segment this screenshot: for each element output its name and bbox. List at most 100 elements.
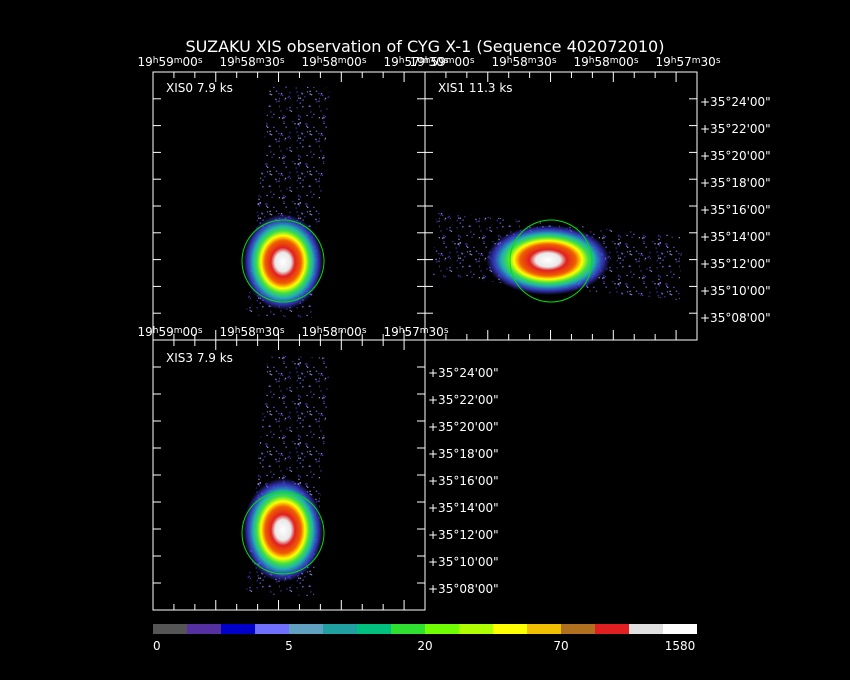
ra-part: h	[153, 326, 159, 336]
ra-part: m	[256, 326, 265, 336]
panel-label: XIS1 11.3 ks	[438, 81, 513, 95]
xis0-source	[243, 214, 323, 310]
ra-label: 19h58m00s	[301, 55, 366, 69]
dec-label: +35°16'00"	[428, 474, 499, 488]
ra-part: 30	[265, 55, 280, 69]
ra-part: s	[362, 326, 367, 336]
ra-label: 19h58m30s	[219, 325, 284, 339]
dec-label: +35°20'00"	[428, 420, 499, 434]
dec-label: +35°22'00"	[428, 393, 499, 407]
images	[241, 85, 682, 596]
dec-label: +35°10'00"	[428, 555, 499, 569]
ra-part: 57	[404, 55, 419, 69]
ra-part: h	[507, 56, 513, 66]
colorbar-step	[357, 624, 391, 634]
xis0-region	[241, 219, 325, 303]
ra-part: m	[174, 56, 183, 66]
ra-part: 30	[701, 55, 716, 69]
ra-part: s	[444, 56, 449, 66]
ra-part: 30	[265, 325, 280, 339]
colorbar-step	[289, 624, 323, 634]
ra-part: s	[444, 326, 449, 336]
ra-part: h	[235, 326, 241, 336]
ra-part: m	[338, 56, 347, 66]
ra-part: h	[399, 56, 405, 66]
dec-label: +35°18'00"	[700, 176, 771, 190]
colorbar-step	[255, 624, 289, 634]
colorbar-label: 5	[285, 639, 293, 653]
ra-part: s	[280, 56, 285, 66]
ra-part: 19	[573, 55, 588, 69]
ra-part: 00	[455, 55, 470, 69]
ra-part: h	[671, 56, 677, 66]
dec-label: +35°24'00"	[700, 95, 771, 109]
colorbar-step	[561, 624, 595, 634]
dec-label: +35°18'00"	[428, 447, 499, 461]
ra-part: 19	[301, 55, 316, 69]
xis3-region	[241, 491, 325, 575]
panel-frame	[424, 71, 698, 341]
dec-label: +35°20'00"	[700, 149, 771, 163]
ra-label: 19h58m00s	[301, 325, 366, 339]
frames	[152, 71, 698, 611]
colorbar-step	[391, 624, 425, 634]
colorbar-step	[595, 624, 629, 634]
ra-part: 59	[430, 55, 445, 69]
ra-part: 19	[219, 55, 234, 69]
ra-part: m	[528, 56, 537, 66]
ra-part: 19	[383, 55, 398, 69]
ra-part: m	[338, 326, 347, 336]
ra-label: 19h58m00s	[573, 55, 638, 69]
ra-part: 00	[619, 55, 634, 69]
dec-label: +35°12'00"	[428, 528, 499, 542]
ra-part: s	[362, 56, 367, 66]
colorbar-step	[663, 624, 697, 634]
ra-part: m	[446, 56, 455, 66]
dec-label: +35°22'00"	[700, 122, 771, 136]
ra-part: 00	[347, 55, 362, 69]
dec-label: +35°24'00"	[428, 366, 499, 380]
dec-label: +35°12'00"	[700, 257, 771, 271]
ra-part: 57	[676, 55, 691, 69]
ra-part: 19	[383, 325, 398, 339]
colorbar-label: 70	[553, 639, 568, 653]
ra-part: s	[634, 56, 639, 66]
ra-part: 00	[183, 55, 198, 69]
ra-label: 19h58m30s	[219, 55, 284, 69]
colorbar-label: 1580	[665, 639, 696, 653]
ra-label: 19h57m30s	[383, 325, 448, 339]
ra-part: h	[317, 56, 323, 66]
ra-part: 58	[594, 55, 609, 69]
xis3-source	[243, 478, 323, 582]
colorbar-step	[629, 624, 663, 634]
colorbar-step	[459, 624, 493, 634]
colorbar-step	[527, 624, 561, 634]
dec-label: +35°16'00"	[700, 203, 771, 217]
ra-label: 19h58m30s	[491, 55, 556, 69]
ra-part: 19	[491, 55, 506, 69]
ra-label: 19h59m00s	[137, 55, 202, 69]
ra-part: m	[692, 56, 701, 66]
ra-part: 58	[512, 55, 527, 69]
xis1-source	[486, 225, 610, 295]
title: SUZAKU XIS observation of CYG X-1 (Seque…	[186, 37, 665, 56]
ra-part: 58	[240, 55, 255, 69]
panel-label: XIS0 7.9 ks	[166, 81, 233, 95]
ra-part: 19	[137, 55, 152, 69]
ra-part: 19	[219, 325, 234, 339]
ra-label: 19h59m00s	[409, 55, 474, 69]
ra-part: 30	[429, 325, 444, 339]
xis1-region	[509, 219, 593, 303]
dec-label: +35°14'00"	[700, 230, 771, 244]
ra-part: m	[256, 56, 265, 66]
ra-part: s	[716, 56, 721, 66]
ra-part: h	[317, 326, 323, 336]
ra-label: 19h57m30s	[383, 55, 448, 69]
ra-part: m	[174, 326, 183, 336]
colorbar-step	[493, 624, 527, 634]
colorbar: 0 5 20 70 1580	[153, 624, 697, 653]
ra-part: 58	[322, 55, 337, 69]
colorbar-step	[187, 624, 221, 634]
ra-part: s	[198, 56, 203, 66]
colorbar-step	[153, 624, 187, 634]
